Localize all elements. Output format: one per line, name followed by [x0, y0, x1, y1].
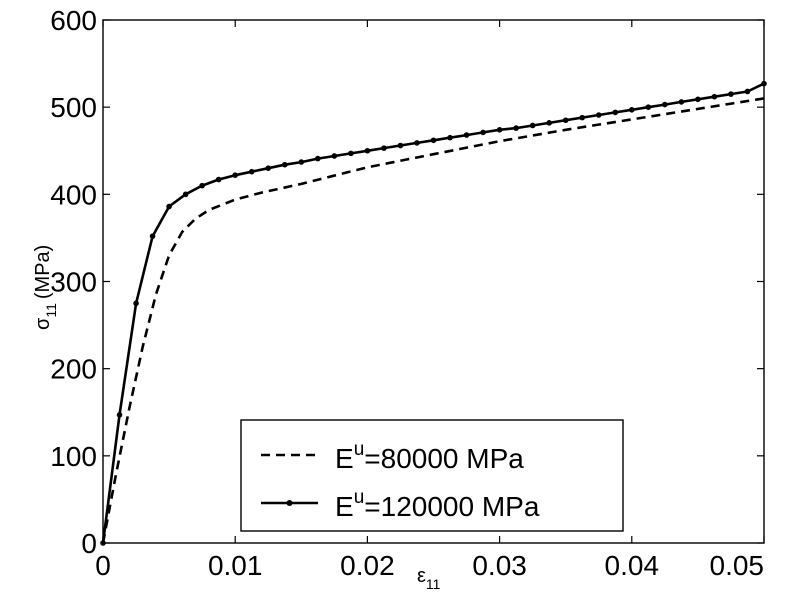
data-point — [678, 99, 685, 105]
x-axis-label: ε11 — [417, 565, 441, 592]
data-point — [612, 109, 619, 116]
data-point — [199, 182, 205, 189]
legend-swatch-marker — [286, 500, 293, 506]
y-tick-label: 600 — [50, 5, 97, 36]
data-point — [744, 88, 751, 95]
data-point — [232, 172, 238, 178]
axis-ticks: 0 0.01 0.02 0.03 0.04 0.05 0 100 200 300 400 500 600 — [50, 5, 765, 581]
data-point — [133, 300, 139, 307]
data-point — [711, 93, 718, 100]
y-tick-label: 500 — [50, 92, 97, 123]
data-point — [315, 155, 321, 162]
data-point — [100, 540, 106, 546]
y-tick-label: 100 — [50, 441, 97, 472]
data-point — [265, 165, 272, 171]
data-point — [182, 191, 189, 198]
legend-box — [240, 419, 624, 532]
data-point — [513, 125, 519, 131]
data-point — [579, 114, 586, 121]
data-point — [348, 150, 354, 157]
data-point — [695, 96, 701, 103]
legend-entry-2-base: E — [335, 491, 354, 522]
data-point — [447, 134, 453, 141]
legend-entry-1-sup: u — [354, 439, 365, 460]
data-point — [562, 117, 569, 124]
y-axis-label: σ11 (MPa) — [32, 245, 59, 330]
y-axis-subscript: 11 — [43, 303, 59, 318]
legend-entry-1: Eu=80000 MPa — [335, 439, 524, 474]
data-point — [546, 120, 552, 126]
x-tick-label: 0.03 — [472, 550, 527, 581]
data-point — [629, 106, 635, 113]
data-point — [331, 153, 338, 159]
data-point — [166, 203, 172, 210]
x-tick-label: 0.04 — [605, 550, 660, 581]
y-tick-label: 200 — [50, 354, 97, 385]
data-point — [496, 127, 503, 133]
series-line-1 — [101, 97, 765, 544]
data-point — [364, 147, 371, 154]
x-axis-subscript: 11 — [426, 576, 441, 592]
legend-entry-2: Eu=120000 MPa — [335, 487, 540, 522]
legend: Eu=80000 MPa Eu=120000 MPa — [240, 419, 624, 532]
legend-entry-2-rest: =120000 MPa — [364, 491, 540, 522]
data-point — [529, 122, 536, 129]
data-point — [149, 233, 156, 239]
data-point — [662, 101, 668, 108]
x-tick-label: 0.01 — [208, 550, 263, 581]
data-point — [281, 161, 288, 168]
data-point — [595, 112, 602, 118]
legend-entry-2-sup: u — [354, 487, 365, 508]
data-point — [215, 176, 222, 183]
data-point — [463, 132, 470, 138]
data-point — [116, 412, 123, 418]
data-point — [761, 80, 767, 87]
x-tick-label: 0.05 — [710, 550, 765, 581]
data-point — [381, 145, 387, 151]
data-point — [645, 104, 652, 110]
x-axis-symbol: ε — [417, 565, 426, 587]
y-axis-unit: (MPa) — [32, 245, 54, 299]
y-tick-label: 400 — [50, 179, 97, 210]
series-group — [100, 80, 767, 546]
data-point — [480, 129, 486, 136]
y-axis-symbol: σ — [32, 317, 54, 330]
data-point — [298, 159, 305, 165]
legend-entry-1-rest: =80000 MPa — [364, 443, 524, 474]
data-point — [728, 91, 734, 97]
data-point — [397, 142, 404, 149]
data-point — [414, 140, 420, 146]
y-tick-label: 0 — [81, 528, 97, 559]
y-tick-label: 300 — [50, 267, 97, 298]
x-tick-label: 0 — [95, 550, 111, 581]
legend-entry-1-base: E — [335, 443, 354, 474]
data-point — [430, 137, 437, 144]
data-point — [248, 168, 255, 175]
x-tick-label: 0.02 — [340, 550, 395, 581]
